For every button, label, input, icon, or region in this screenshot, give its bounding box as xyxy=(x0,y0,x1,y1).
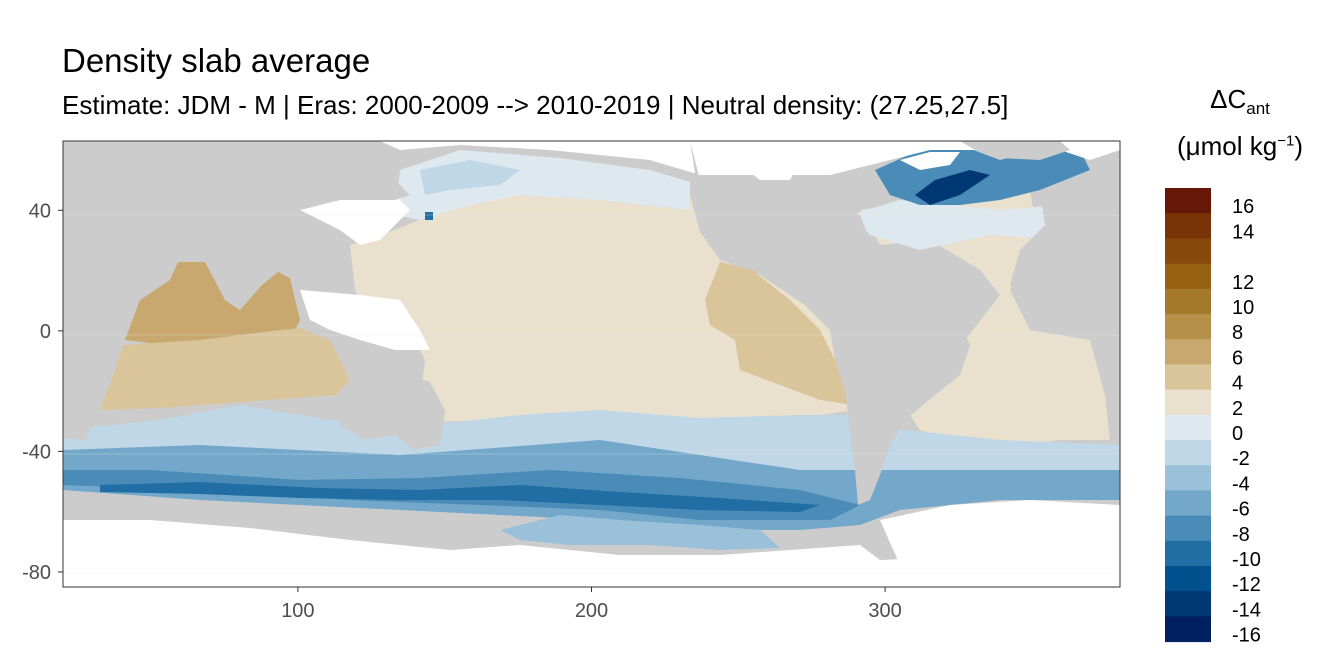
legend-label: -2 xyxy=(1232,448,1250,470)
region-indian-south xyxy=(100,328,350,410)
legend-swatch xyxy=(1165,238,1211,265)
land-greenland xyxy=(960,141,1070,160)
region-pacific xyxy=(350,178,855,422)
legend-label: 8 xyxy=(1232,322,1243,344)
region-ross-weddell xyxy=(500,515,780,550)
legend-swatch xyxy=(1165,591,1211,617)
region-kuroshio-spot xyxy=(425,212,433,220)
legend-swatch xyxy=(1165,263,1211,290)
legend-label: -6 xyxy=(1232,499,1250,521)
region-labrador-core xyxy=(915,170,990,205)
grid xyxy=(63,214,1120,574)
y-tick-label: 40 xyxy=(29,200,51,222)
no-data-labrador-inner xyxy=(900,152,960,170)
land-masses xyxy=(63,141,1120,505)
legend-label: -12 xyxy=(1232,574,1261,596)
legend-swatch xyxy=(1165,465,1211,491)
x-tick-label: 300 xyxy=(868,600,901,622)
map-panel xyxy=(63,141,1120,587)
legend-label: 10 xyxy=(1232,297,1254,319)
legend-swatch xyxy=(1165,515,1211,542)
legend-label: 16 xyxy=(1232,196,1254,218)
land-africa xyxy=(63,250,130,440)
legend-swatch xyxy=(1165,414,1211,441)
legend-swatch xyxy=(1165,288,1211,315)
legend-label: 14 xyxy=(1232,221,1254,243)
legend-label: -16 xyxy=(1232,625,1261,647)
land-australia xyxy=(340,372,445,450)
y-tick-label: 0 xyxy=(40,321,51,343)
legend-label: -8 xyxy=(1232,524,1250,546)
legend-label: -4 xyxy=(1232,473,1250,495)
legend-label: 0 xyxy=(1232,423,1243,445)
land-europe-africa-east xyxy=(1010,180,1120,440)
legend-label: 2 xyxy=(1232,398,1243,420)
no-data-antarctica xyxy=(63,520,1120,587)
legend-swatch xyxy=(1165,540,1211,567)
no-data-regions xyxy=(63,141,1120,587)
legend-swatch xyxy=(1165,440,1211,466)
legend-swatch xyxy=(1165,314,1211,340)
legend-label: -14 xyxy=(1232,599,1261,621)
legend-label: 12 xyxy=(1232,272,1254,294)
no-data-west-pacific-coast xyxy=(740,150,800,180)
land-south-america xyxy=(830,310,970,505)
region-north-atlantic xyxy=(850,200,1060,250)
legend-swatch xyxy=(1165,616,1211,643)
land-eurasia-north xyxy=(63,141,410,305)
legend-colorbar: 16 14 12 10 8 6 4 2 0 -2 -4 -6 -8 -10 -12 -14 -16 xyxy=(1165,188,1261,647)
legend-swatch xyxy=(1165,339,1211,365)
legend-label: -10 xyxy=(1232,549,1261,571)
x-tick-label: 200 xyxy=(575,600,608,622)
region-eastern-pacific xyxy=(705,262,852,405)
legend-symbol: ΔCant xyxy=(1210,84,1270,119)
region-north-pacific-edge xyxy=(420,160,520,195)
land-north-america xyxy=(690,141,960,305)
legend-swatch xyxy=(1165,566,1211,592)
x-axis: 100 200 300 xyxy=(281,587,902,622)
x-tick-label: 100 xyxy=(281,600,314,622)
legend-title: ΔCant (μmol kg−1) xyxy=(1160,84,1320,162)
no-data-east-asia xyxy=(300,195,410,245)
chart-subtitle: Estimate: JDM - M | Eras: 2000-2009 --> … xyxy=(62,90,1009,120)
no-data-weddell xyxy=(880,500,1120,570)
legend-label: 4 xyxy=(1232,373,1243,395)
legend-swatch xyxy=(1165,188,1211,214)
legend-swatch xyxy=(1165,213,1211,239)
legend-swatch xyxy=(1165,490,1211,517)
chart-title: Density slab average xyxy=(62,42,371,79)
y-tick-label: -40 xyxy=(22,441,51,463)
legend-swatch xyxy=(1165,389,1211,416)
legend-swatch xyxy=(1165,364,1211,391)
legend-unit: (μmol kg−1) xyxy=(1177,131,1303,162)
region-indian-ocean xyxy=(125,262,300,345)
y-tick-label: -80 xyxy=(22,562,51,584)
y-axis: 40 0 -40 -80 xyxy=(22,200,63,584)
region-southern-core xyxy=(100,482,820,512)
legend-label: 6 xyxy=(1232,347,1243,369)
